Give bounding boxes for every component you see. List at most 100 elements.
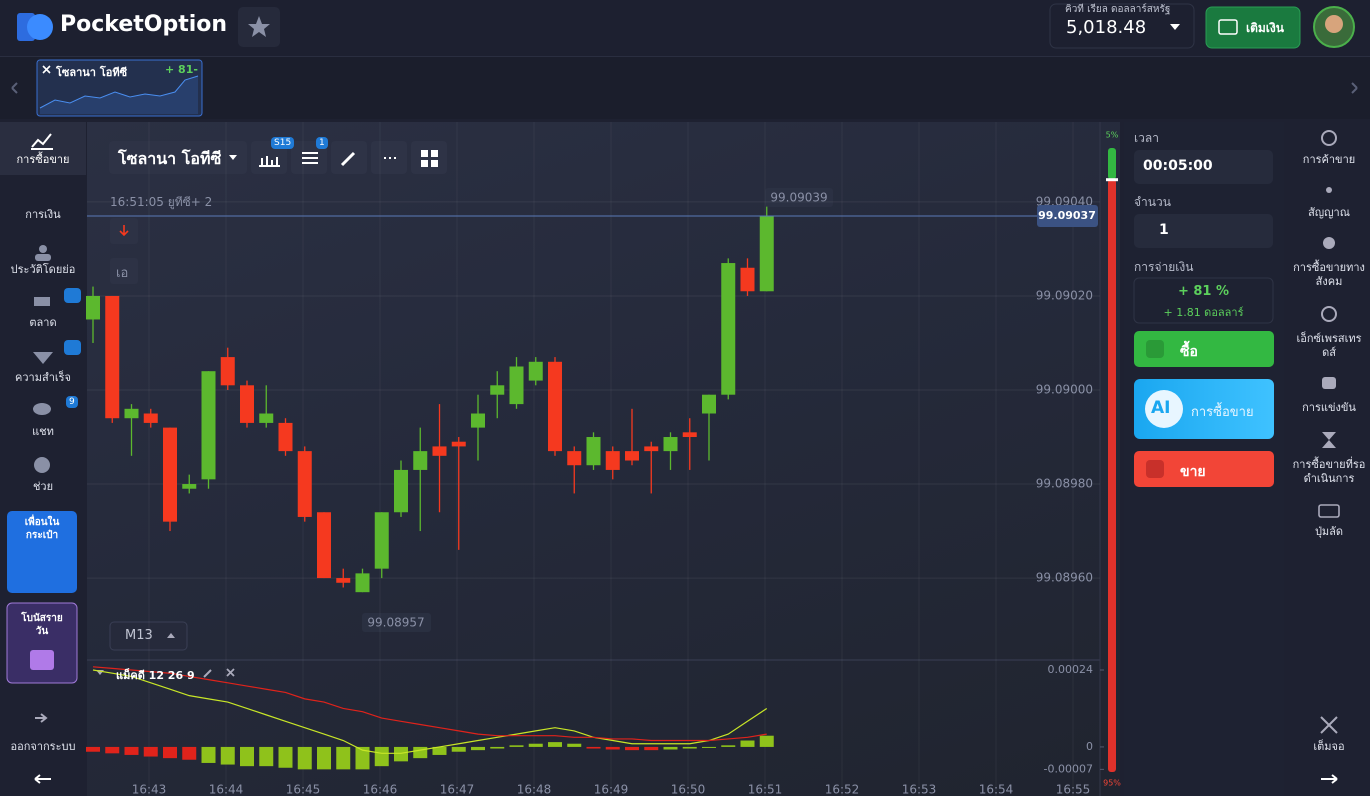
candle-body (644, 446, 659, 452)
x-tick-label: 16:54 (979, 783, 1014, 796)
histogram-bar (374, 746, 389, 767)
candle-body (182, 484, 197, 489)
ai-badge (1145, 390, 1183, 428)
fullscreen-icon[interactable] (1320, 716, 1338, 734)
candle-body (759, 216, 774, 292)
nav-item[interactable]: การแข่งขัน (1286, 401, 1370, 415)
macd-line (92, 669, 768, 754)
scroll-right[interactable] (1351, 82, 1358, 94)
nav-item[interactable]: การซื้อขายที่รอ ดำเนินการ (1286, 458, 1370, 486)
logout[interactable]: ออกจากระบบ (10, 740, 76, 753)
histogram-bar (355, 746, 370, 770)
asset-tab-name: โซลานา โอทีซี (56, 66, 128, 79)
nav-item[interactable]: การค้าขาย (1286, 153, 1370, 167)
deposit-button[interactable] (1205, 6, 1301, 49)
nav-line: การแข่งขัน (1302, 401, 1356, 414)
low-label: 99.08957 (367, 616, 424, 630)
cart-icon (34, 297, 50, 306)
fullscreen[interactable]: เต็มจอ (1313, 740, 1345, 753)
social-icon (1323, 237, 1335, 249)
candle-body (509, 366, 524, 405)
logo-icon (27, 14, 53, 40)
candle-body (163, 427, 177, 522)
bell-badge (64, 288, 81, 303)
payout-box (1133, 277, 1274, 324)
nav-item[interactable]: ปุ่มลัด (1286, 525, 1370, 539)
header (0, 0, 1370, 57)
sparkline-area (40, 76, 198, 114)
amount-input[interactable] (1134, 214, 1273, 248)
nav-item[interactable]: เอ็กซ์เพรสเทร ดส์ (1286, 332, 1370, 360)
indicator-badge: 1 (316, 137, 328, 149)
histogram-bar (567, 743, 582, 747)
x-tick-label: 16:55 (1056, 783, 1091, 796)
histogram-bar (86, 746, 100, 752)
asset-select[interactable] (109, 141, 247, 174)
promo-bonus[interactable]: โบนัสราย วัน (7, 612, 77, 638)
timeframe-label: M13 (125, 628, 153, 643)
close-icon[interactable] (42, 65, 51, 74)
caret (167, 633, 175, 638)
promo-card[interactable] (7, 511, 77, 593)
collapse-arrow[interactable] (34, 774, 51, 784)
edit-icon[interactable] (203, 669, 212, 678)
nav-line: ดส์ (1322, 346, 1336, 359)
payout-label: การจ่ายเงิน (1134, 260, 1194, 274)
nav-item[interactable]: ตลาด (29, 316, 57, 329)
nav-item[interactable]: ความสำเร็จ (15, 371, 71, 384)
time-input[interactable] (1134, 150, 1273, 184)
y-tick-label: 99.09040 (1036, 194, 1093, 208)
high-label: 99.09039 (770, 191, 827, 205)
candle-body (317, 512, 331, 579)
candle-body (220, 357, 235, 386)
remove-icon[interactable] (226, 668, 235, 677)
gauge-sell (1108, 179, 1116, 772)
sell-button[interactable] (1134, 451, 1274, 487)
nav-line: สัญญาณ (1308, 206, 1350, 219)
candle-body (682, 432, 697, 438)
nav-item[interactable]: การเงิน (25, 208, 61, 221)
nav-item[interactable]: การซื้อขาย (16, 153, 70, 166)
signal-line (92, 666, 767, 742)
signal-icon (1326, 187, 1332, 193)
star-icon (248, 16, 270, 37)
histogram-bar (625, 746, 639, 751)
sell-label: ขาย (1180, 464, 1206, 480)
balance-box[interactable] (1049, 3, 1195, 49)
candle-body (278, 422, 293, 452)
asset-strip (0, 57, 1370, 119)
nav-item[interactable]: แชท (32, 425, 54, 438)
histogram-bar (124, 746, 139, 755)
promo-card[interactable] (6, 602, 78, 684)
period-badge: S15 (271, 137, 295, 149)
expand-arrow[interactable] (1321, 774, 1338, 784)
nav-item[interactable]: ช่วย (32, 480, 54, 493)
text-button[interactable] (110, 258, 138, 284)
histogram-bar (259, 746, 274, 767)
caret (229, 155, 237, 160)
hourglass-icon (1322, 432, 1336, 448)
histogram-bar (413, 746, 428, 759)
nav-item[interactable]: การซื้อขายทาง สังคม (1286, 261, 1370, 289)
brush-icon (340, 151, 356, 167)
ai-badge-label: AI (1151, 398, 1171, 418)
candle-body (702, 394, 716, 414)
nav-item[interactable]: สัญญาณ (1286, 206, 1370, 220)
candle-body (490, 385, 505, 395)
asset-tab-payout: + 81- (165, 63, 198, 76)
layout-button[interactable] (411, 141, 447, 174)
scroll-left[interactable] (11, 82, 18, 94)
bell-badge (64, 340, 81, 355)
candle-body (586, 437, 601, 466)
candle-body (663, 437, 678, 452)
avatar-face (1325, 15, 1343, 33)
x-tick-label: 16:53 (902, 783, 937, 796)
low-label-box (362, 613, 431, 632)
histogram-bar (394, 746, 408, 762)
gauge-buy-label: 5% (1106, 131, 1119, 140)
promo-friends[interactable]: เพื่อนใน กระเป๋า (7, 516, 77, 542)
timeframe-button[interactable] (109, 621, 188, 651)
buy-button[interactable] (1134, 331, 1274, 367)
nav-item[interactable]: ประวัติโดยย่อ (10, 263, 76, 276)
